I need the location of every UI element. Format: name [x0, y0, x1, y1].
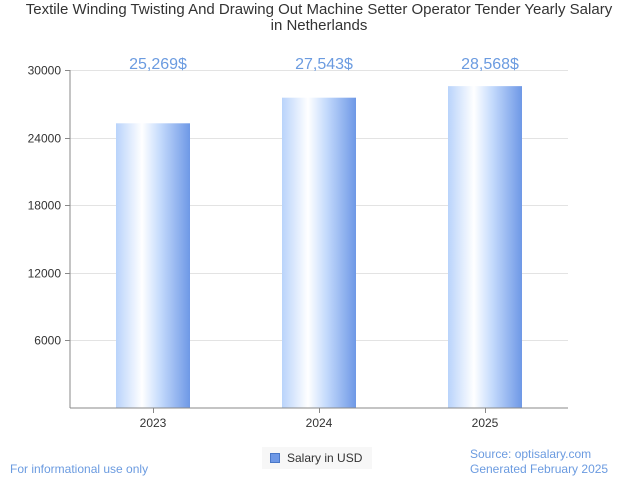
bar-2023 [116, 123, 190, 408]
y-tick-label: 30000 [28, 64, 62, 78]
bar-2024 [282, 97, 356, 409]
legend-label: Salary in USD [287, 451, 363, 465]
value-label-2023: 25,269$ [129, 56, 187, 73]
chart-title-line-1: Textile Winding Twisting And Drawing Out… [25, 1, 613, 18]
x-tick-label-2023: 2023 [140, 416, 167, 430]
y-tick-label: 12000 [28, 267, 62, 281]
chart-title: Textile Winding Twisting And Drawing Out… [0, 2, 638, 34]
value-label-2025: 28,568$ [461, 56, 519, 73]
legend: Salary in USD [262, 447, 373, 469]
y-tick-label: 6000 [34, 334, 61, 348]
x-tick-label-2024: 2024 [306, 416, 333, 430]
source-info: Source: optisalary.com Generated Februar… [470, 447, 608, 477]
bar-2025 [448, 86, 522, 409]
disclaimer-text: For informational use only [10, 462, 149, 476]
source-text: Source: optisalary.com [470, 447, 592, 461]
y-tick-label: 24000 [28, 132, 62, 146]
legend-swatch [270, 453, 280, 463]
y-tick-label: 18000 [28, 199, 62, 213]
value-label-2024: 27,543$ [295, 56, 353, 73]
chart-title-line-2: in Netherlands [270, 17, 368, 34]
generated-text: Generated February 2025 [470, 462, 609, 476]
x-tick-label-2025: 2025 [472, 416, 499, 430]
